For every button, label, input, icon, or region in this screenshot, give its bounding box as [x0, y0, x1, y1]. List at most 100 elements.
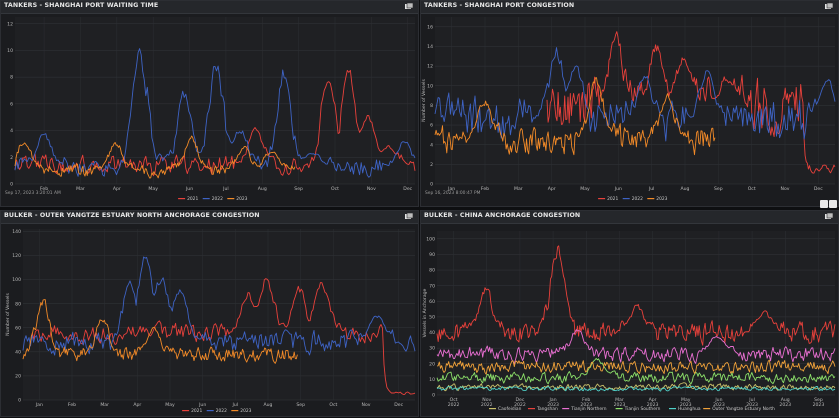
y-tick-label: 40: [15, 349, 21, 355]
series-line-tianjin-northern: [436, 329, 836, 365]
panel-title: BULKER - OUTER YANGTZE ESTUARY NORTH ANC…: [4, 212, 260, 219]
x-tick-label: Mar 2023: [614, 397, 626, 408]
x-tick-label: Apr: [113, 186, 121, 192]
y-axis-label: Vessels in Anchorage: [422, 288, 428, 337]
y-tick-label: 8: [10, 75, 13, 81]
x-tick-label: Jul: [222, 186, 229, 192]
y-tick-label: 10: [427, 83, 433, 89]
x-tick-label: Jun 2023: [713, 397, 725, 408]
plot-area: [435, 17, 835, 184]
settings-icon[interactable]: [829, 200, 837, 208]
legend-label: Tianjin Northern: [570, 406, 607, 412]
y-tick-label: 120: [12, 253, 21, 259]
legend-label: Tianjin Southern: [624, 406, 661, 412]
legend-item: Outer Yangtze Estuary North: [703, 406, 775, 412]
x-tick-label: May 2023: [680, 397, 692, 408]
series-line-2021: [14, 69, 416, 177]
x-tick-label: Mar: [514, 186, 523, 192]
x-tick-label: Oct: [331, 186, 339, 192]
plot-area: [437, 231, 835, 395]
x-tick-label: Feb: [481, 186, 489, 192]
y-tick-label: 16: [427, 24, 433, 30]
panel-bulker-china: BULKER - CHINA ANCHORAGE CONGESTION 0 10 2…: [420, 210, 839, 417]
x-tick-label: May: [148, 186, 158, 192]
y-tick-label: 10: [429, 377, 435, 383]
panel-tanker-waiting-time: TANKERS - SHANGHAI PORT WAITING TIME 0 2 4…: [0, 0, 419, 207]
panel-header: TANKERS - SHANGHAI PORT WAITING TIME: [1, 1, 418, 14]
legend-item: Huanghua: [669, 406, 701, 412]
legend-item: Tianjin Southern: [615, 406, 661, 412]
x-tick-label: Dec: [814, 186, 823, 192]
expand-icon[interactable]: [820, 200, 828, 208]
panel-menu-icon[interactable]: [825, 213, 833, 220]
panel-header: BULKER - OUTER YANGTZE ESTUARY NORTH ANC…: [1, 211, 418, 224]
x-tick-label: Aug 2023: [779, 397, 791, 408]
y-tick-label: 4: [10, 128, 13, 134]
x-tick-label: Apr: [548, 186, 556, 192]
series-line-outer-yangtze-estuary-north: [436, 359, 836, 375]
y-tick-label: 0: [430, 182, 433, 188]
legend-item: Tangshan: [528, 406, 558, 412]
x-tick-label: Dec: [394, 402, 403, 408]
x-tick-label: Nov: [781, 186, 790, 192]
x-tick-label: Oct 2022: [448, 397, 460, 408]
x-tick-label: Jul: [232, 402, 239, 408]
y-tick-label: 100: [12, 277, 21, 283]
legend-label: Huanghua: [678, 406, 701, 412]
series-line-huanghua: [436, 385, 836, 392]
x-tick-label: Dec 2022: [514, 397, 526, 408]
legend-item: 2022: [622, 196, 643, 202]
x-tick-label: Jan: [447, 186, 455, 192]
y-tick-label: 8: [430, 103, 433, 109]
y-tick-label: 4: [430, 142, 433, 148]
legend-label: 2023: [656, 196, 667, 202]
legend-item: Caofeidian: [489, 406, 522, 412]
panel-menu-icon[interactable]: [825, 3, 833, 10]
x-tick-label: Sep: [714, 186, 723, 192]
series-line-2022: [22, 256, 416, 356]
x-tick-label: Feb: [68, 402, 76, 408]
legend-label: 2022: [216, 408, 227, 414]
legend-item: 2023: [231, 408, 252, 414]
timestamp: Sep 17, 2023 3:20:01 AM: [5, 190, 61, 196]
y-tick-label: 12: [427, 64, 433, 70]
x-tick-label: Mar: [76, 186, 85, 192]
chart-tanker-congestion: 0 2 4 6 8 10 12 14 16 Jan Feb Mar Apr May Jun Jul Aug Sep…: [421, 17, 836, 202]
panel-bulker-yangtze: BULKER - OUTER YANGTZE ESTUARY NORTH ANC…: [0, 210, 419, 417]
x-tick-label: Dec: [403, 186, 412, 192]
x-tick-label: Sep 2023: [813, 397, 825, 408]
legend-item: 2022: [202, 196, 223, 202]
legend-item: 2021: [598, 196, 618, 202]
x-tick-label: Aug: [264, 402, 273, 408]
legend-label: 2023: [236, 196, 247, 202]
panel-menu-icon[interactable]: [405, 3, 413, 10]
y-tick-label: 2: [10, 155, 13, 161]
x-tick-label: Feb: [40, 186, 48, 192]
panel-title: TANKERS - SHANGHAI PORT WAITING TIME: [4, 2, 159, 9]
y-tick-label: 6: [10, 101, 13, 107]
y-tick-label: 12: [7, 21, 13, 27]
y-tick-label: 6: [430, 123, 433, 129]
x-tick-label: Apr 2023: [647, 397, 659, 408]
x-tick-label: Jan: [35, 402, 43, 408]
plot-area: [23, 229, 415, 400]
y-tick-label: 0: [18, 398, 21, 404]
panel-menu-icon[interactable]: [405, 213, 413, 220]
series-line-tangshan: [436, 245, 836, 346]
y-axis-label: Number of Vessels: [421, 79, 427, 122]
x-tick-label: Mar: [100, 402, 109, 408]
legend-label: Outer Yangtze Estuary North: [712, 406, 775, 412]
x-tick-label: Jun: [185, 186, 193, 192]
y-tick-label: 20: [15, 374, 21, 380]
y-tick-label: 40: [429, 330, 435, 336]
x-tick-label: Feb 2023: [580, 397, 592, 408]
y-tick-label: 80: [429, 268, 435, 274]
y-tick-label: 70: [429, 283, 435, 289]
x-tick-label: Aug: [681, 186, 690, 192]
legend-item: 2023: [647, 196, 668, 202]
y-axis-label: Number of Vessels: [5, 293, 11, 336]
legend-item: Tianjin Northern: [562, 406, 607, 412]
x-tick-label: Apr: [133, 402, 141, 408]
y-tick-label: 10: [7, 48, 13, 54]
